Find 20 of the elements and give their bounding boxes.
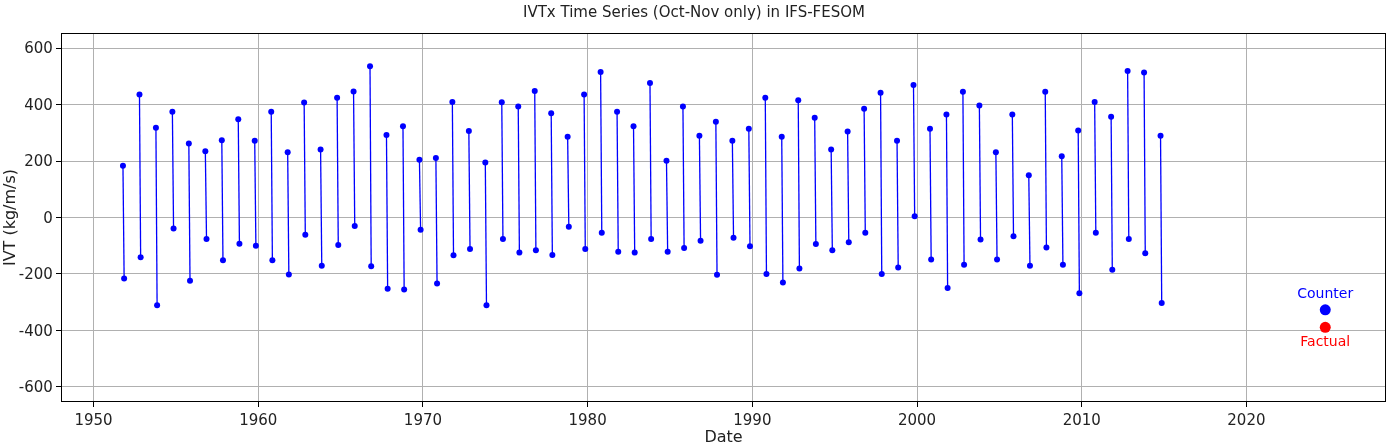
x-tick-label: 1980 — [568, 411, 607, 430]
y-tick-label: 400 — [24, 95, 53, 114]
x-tick-label: 2010 — [1062, 411, 1101, 430]
x-tick-label: 1970 — [403, 411, 443, 430]
series-label: Factual — [1300, 332, 1351, 349]
x-tick-label: 1990 — [733, 411, 772, 430]
y-tick-label: 200 — [24, 152, 53, 171]
x-tick-label: 1960 — [239, 411, 278, 430]
y-tick-label: -600 — [18, 378, 53, 397]
x-tick-label: 2020 — [1227, 411, 1266, 430]
y-tick-label: 0 — [43, 208, 53, 227]
series-label: Counter — [1297, 285, 1354, 302]
x-axis-title: Date — [704, 427, 743, 446]
x-tick-label: 2000 — [897, 411, 937, 430]
y-tick-label: 600 — [24, 39, 53, 58]
y-tick-label: -400 — [18, 321, 53, 340]
y-axis-title: IVT (kg/m/s) — [0, 168, 19, 267]
chart-title: IVTx Time Series (Oct-Nov only) in IFS-FESOM — [523, 3, 865, 22]
y-tick-label: -200 — [18, 265, 53, 284]
x-tick-label: 1950 — [74, 411, 113, 430]
